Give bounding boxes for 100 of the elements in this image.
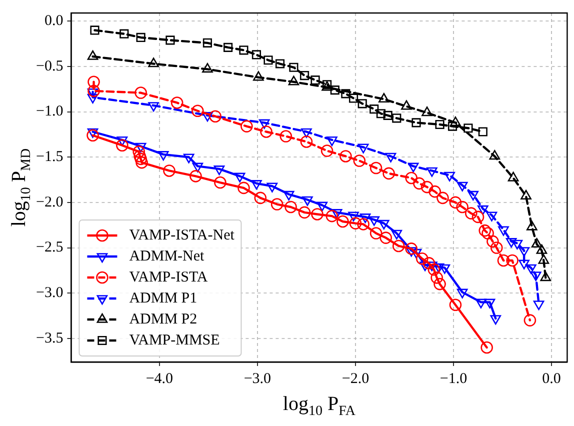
point — [192, 104, 204, 118]
point — [240, 120, 253, 132]
point — [116, 136, 128, 146]
point — [391, 230, 402, 240]
point — [280, 130, 292, 142]
point — [439, 264, 450, 274]
point — [358, 99, 367, 108]
point — [311, 208, 324, 220]
point — [348, 212, 359, 222]
point — [480, 341, 493, 354]
point — [422, 106, 432, 116]
point — [341, 89, 350, 98]
point — [316, 202, 328, 212]
point — [166, 36, 175, 45]
point — [449, 298, 462, 312]
point — [456, 200, 468, 214]
point — [497, 254, 510, 267]
point — [336, 215, 349, 228]
point — [526, 264, 536, 274]
point — [86, 129, 99, 142]
point — [426, 167, 438, 177]
point — [464, 207, 478, 220]
point — [482, 227, 494, 240]
point — [260, 126, 272, 138]
point — [116, 139, 128, 152]
point — [472, 210, 484, 224]
x-tick-label: 0.0 — [542, 370, 561, 387]
point — [368, 216, 380, 226]
point — [326, 210, 338, 222]
point — [300, 136, 313, 148]
point — [224, 42, 233, 52]
point — [136, 156, 148, 169]
point — [477, 205, 488, 215]
point — [349, 217, 362, 230]
point — [302, 196, 313, 206]
point — [214, 176, 226, 189]
point — [490, 315, 502, 325]
point — [170, 96, 184, 109]
point — [376, 109, 386, 118]
point — [202, 112, 213, 122]
point — [464, 124, 473, 133]
point — [239, 46, 248, 55]
point — [238, 182, 250, 194]
y-tick-label: −1.5 — [36, 149, 64, 166]
point — [330, 86, 340, 95]
point — [380, 232, 392, 244]
point — [449, 196, 462, 209]
point — [158, 151, 169, 161]
point — [284, 200, 297, 214]
point — [134, 86, 147, 99]
point — [301, 128, 312, 138]
point — [202, 63, 213, 73]
point — [298, 206, 311, 219]
point — [428, 263, 440, 276]
point — [331, 209, 342, 219]
point — [326, 136, 338, 146]
point — [132, 146, 145, 158]
y-tick-label: −1.0 — [36, 104, 64, 120]
point — [408, 162, 419, 172]
point — [405, 242, 418, 255]
legend-label: ADMM P1 — [129, 290, 198, 306]
point — [456, 288, 468, 298]
point — [412, 118, 421, 128]
y-tick-label: 0.0 — [44, 13, 64, 30]
point — [486, 235, 499, 248]
point — [448, 122, 458, 131]
point — [478, 224, 492, 237]
point — [360, 214, 371, 224]
point — [436, 192, 449, 204]
point — [430, 272, 443, 284]
point — [422, 257, 436, 270]
y-tick-label: −2.5 — [36, 240, 64, 256]
point — [252, 50, 262, 60]
point — [135, 142, 146, 152]
point — [382, 167, 395, 180]
point — [484, 298, 496, 308]
point — [383, 110, 392, 120]
point — [148, 102, 159, 112]
point — [300, 71, 310, 80]
point — [134, 152, 147, 166]
point — [486, 212, 498, 222]
point — [190, 170, 202, 182]
point — [234, 172, 246, 182]
point — [88, 84, 100, 98]
point — [392, 240, 405, 252]
y-tick-label: −0.5 — [36, 58, 64, 74]
point — [518, 260, 530, 270]
point — [498, 226, 509, 236]
point — [357, 218, 370, 230]
point — [253, 71, 264, 81]
point — [405, 172, 418, 184]
legend-label: ADMM-Net — [129, 248, 206, 264]
point — [340, 150, 352, 162]
y-axis-title: log10 PMD — [8, 148, 34, 227]
point — [478, 127, 488, 136]
point — [533, 300, 544, 310]
point — [87, 88, 98, 98]
x-tick-label: −2.0 — [342, 370, 370, 387]
point — [266, 182, 278, 192]
legend-label: ADMM P2 — [129, 311, 198, 328]
